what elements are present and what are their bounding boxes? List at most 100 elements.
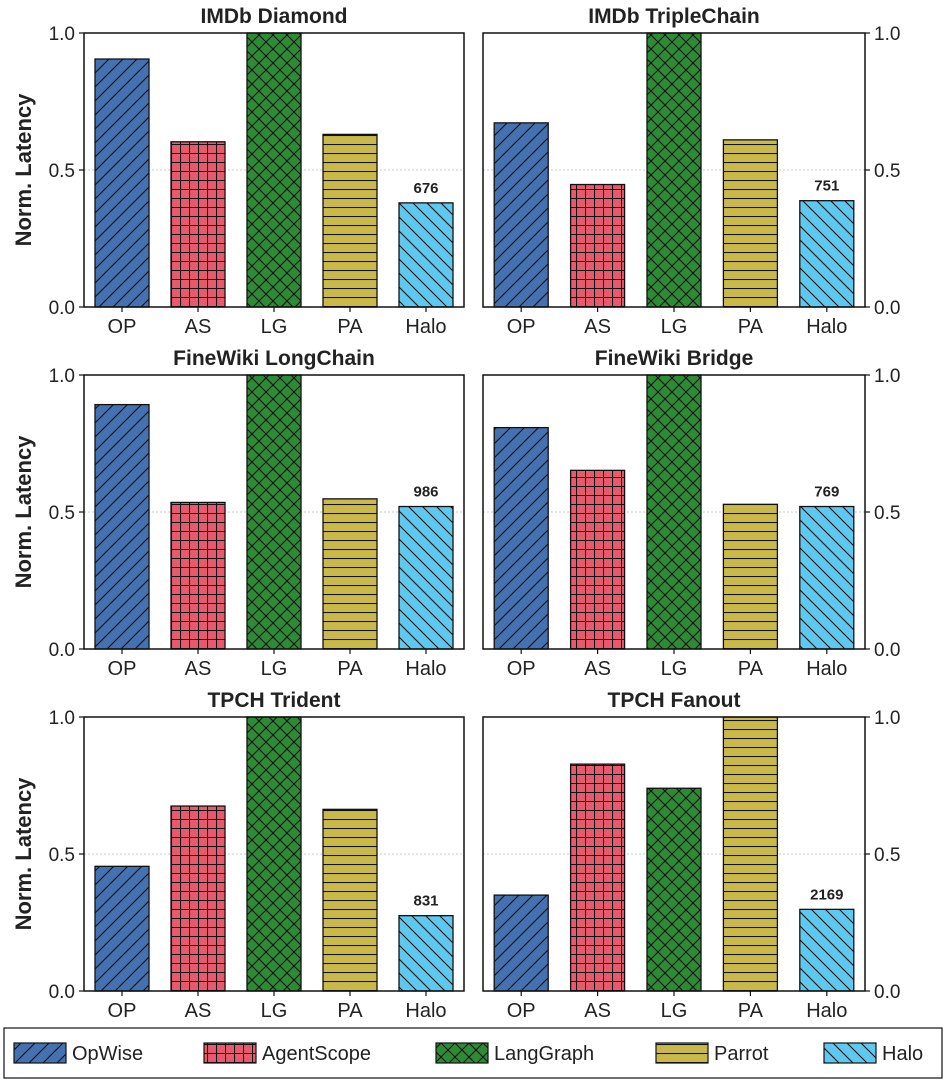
legend-item-parrot: Parrot	[655, 1042, 769, 1065]
panel-title: TPCH Trident	[207, 689, 340, 712]
chart-panel: OP AS LG PA Halo 831 TPCH Trident 0.0 0.5 1.0 Norm…	[11, 689, 465, 1022]
x-tick-label: LG	[261, 658, 288, 680]
legend-label: Halo	[882, 1043, 923, 1065]
y-tick-label: 0.0	[874, 640, 900, 661]
y-axis-label: Norm. Latency	[11, 435, 36, 589]
data-label: 676	[413, 180, 438, 197]
data-label: 751	[814, 178, 839, 195]
bar-lg	[246, 32, 302, 308]
bar-lg	[646, 32, 702, 308]
bar-op	[493, 894, 549, 992]
x-tick-label: AS	[584, 1000, 611, 1022]
legend-swatch	[435, 1042, 489, 1064]
bar-as	[569, 183, 626, 308]
y-tick-label: 1.0	[49, 24, 75, 45]
x-tick-label: PA	[337, 658, 363, 680]
bar-op	[94, 865, 150, 992]
x-tick-label: OP	[108, 316, 137, 338]
legend-label: LangGraph	[494, 1043, 594, 1065]
data-label: 986	[413, 484, 438, 501]
chart-panel: OP AS LG PA Halo 769 FineWiki Bridge 0.0 0.5 1.0	[482, 347, 900, 680]
x-tick-label: AS	[185, 316, 212, 338]
x-tick-label: Halo	[405, 1000, 446, 1022]
x-tick-label: OP	[108, 658, 137, 680]
bar-lg	[246, 374, 302, 650]
chart-panel: OP AS LG PA Halo 751 IMDb TripleChain 0.0 0.5 1.0	[482, 5, 900, 338]
bar-halo	[398, 915, 454, 992]
y-tick-label: 0.5	[49, 161, 75, 182]
x-tick-label: AS	[584, 316, 611, 338]
legend-swatch	[13, 1042, 67, 1064]
bar-as	[170, 141, 226, 308]
bar-pa	[722, 716, 779, 992]
legend-item-halo: Halo	[823, 1042, 923, 1065]
x-tick-label: LG	[661, 1000, 688, 1022]
x-tick-label: AS	[185, 1000, 212, 1022]
bar-as	[569, 763, 626, 992]
bar-pa	[322, 498, 378, 650]
y-tick-label: 0.0	[49, 298, 75, 319]
bar-pa	[322, 133, 378, 308]
x-tick-label: Halo	[806, 316, 847, 338]
y-tick-label: 0.0	[49, 982, 75, 1003]
x-tick-label: OP	[108, 1000, 137, 1022]
bar-halo	[398, 505, 454, 650]
bar-as	[569, 469, 626, 650]
panel-title: IMDb TripleChain	[588, 5, 760, 28]
y-tick-label: 0.0	[874, 982, 900, 1003]
bar-pa	[322, 808, 378, 992]
x-tick-label: LG	[261, 1000, 288, 1022]
x-tick-label: PA	[337, 316, 363, 338]
panel-title: IMDb Diamond	[201, 5, 348, 28]
legend-item-opwise: OpWise	[13, 1042, 143, 1065]
x-tick-label: AS	[584, 658, 611, 680]
bar-lg	[646, 374, 702, 650]
bar-op	[493, 426, 549, 650]
y-tick-label: 1.0	[874, 366, 900, 387]
bar-op	[493, 122, 549, 308]
legend-swatch	[203, 1042, 257, 1064]
y-tick-label: 0.0	[49, 640, 75, 661]
y-tick-label: 0.5	[874, 161, 900, 182]
x-tick-label: OP	[507, 1000, 536, 1022]
data-label: 2169	[810, 886, 843, 903]
panel-title: FineWiki LongChain	[173, 347, 375, 370]
x-tick-label: AS	[185, 658, 212, 680]
x-tick-label: Halo	[405, 658, 446, 680]
bar-op	[94, 58, 150, 308]
y-tick-label: 0.5	[49, 845, 75, 866]
x-tick-label: LG	[661, 658, 688, 680]
legend-label: Parrot	[714, 1043, 769, 1065]
y-tick-label: 1.0	[874, 24, 900, 45]
y-axis-label: Norm. Latency	[11, 777, 36, 931]
chart-panel: OP AS LG PA Halo 2169 TPCH Fanout 0.0 0.5 1.0	[482, 689, 900, 1022]
legend-label: AgentScope	[262, 1043, 371, 1065]
legend-item-agentscope: AgentScope	[203, 1042, 371, 1065]
x-tick-label: Halo	[806, 658, 847, 680]
legend-item-langgraph: LangGraph	[435, 1042, 594, 1065]
bar-as	[170, 805, 226, 992]
legend-label: OpWise	[72, 1043, 143, 1065]
bar-halo	[799, 200, 855, 308]
bar-as	[170, 501, 226, 650]
x-tick-label: Halo	[405, 316, 446, 338]
data-label: 831	[413, 893, 438, 910]
chart-panel: OP AS LG PA Halo 986 FineWiki LongChain 0.0 0.5 1…	[11, 347, 465, 680]
x-tick-label: PA	[738, 316, 764, 338]
legend-swatch	[655, 1042, 709, 1064]
y-tick-label: 1.0	[49, 366, 75, 387]
bar-halo	[799, 908, 855, 992]
bar-lg	[646, 787, 702, 992]
x-tick-label: LG	[261, 316, 288, 338]
y-tick-label: 0.0	[874, 298, 900, 319]
y-tick-label: 1.0	[874, 708, 900, 729]
y-tick-label: 0.5	[874, 845, 900, 866]
bar-pa	[722, 503, 779, 650]
y-tick-label: 0.5	[49, 503, 75, 524]
legend-swatch	[823, 1042, 877, 1064]
x-tick-label: OP	[507, 658, 536, 680]
x-tick-label: PA	[738, 658, 764, 680]
bar-op	[94, 403, 150, 650]
y-tick-label: 0.5	[874, 503, 900, 524]
panel-title: TPCH Fanout	[608, 689, 741, 712]
